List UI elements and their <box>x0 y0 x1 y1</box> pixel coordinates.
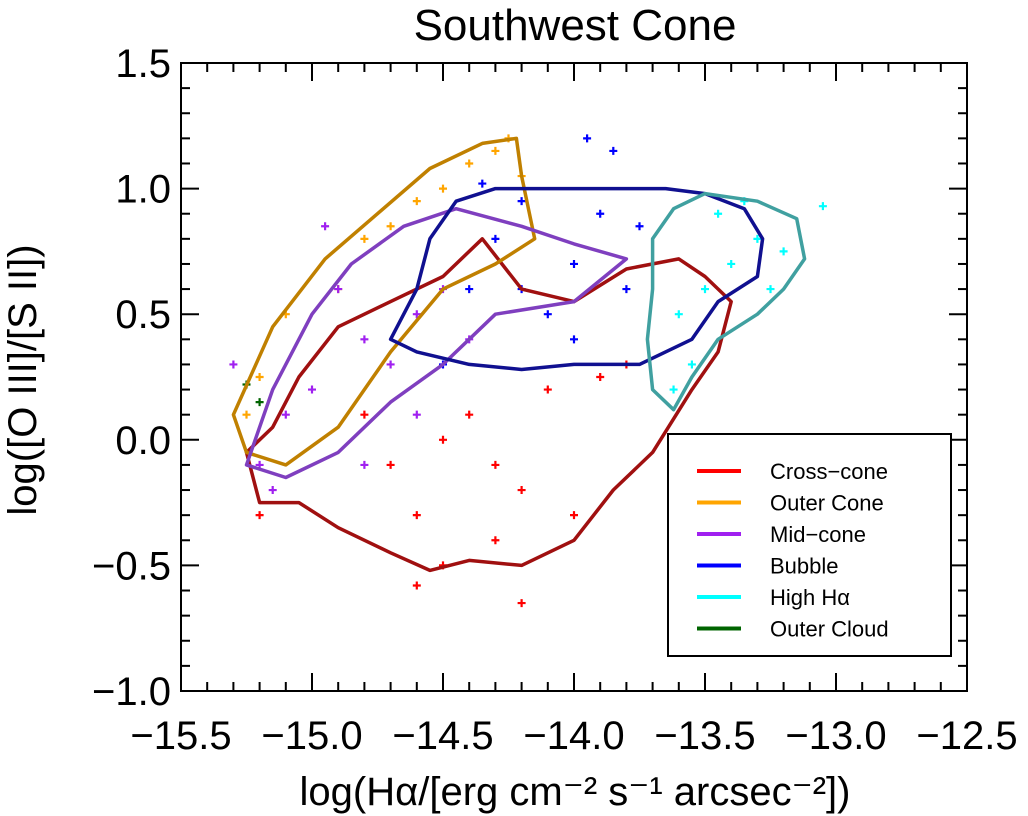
legend-label: Mid−cone <box>770 522 866 547</box>
chart-title: Southwest Cone <box>414 1 737 50</box>
series-points-4 <box>669 197 827 394</box>
data-point <box>491 234 500 243</box>
data-point <box>255 511 264 520</box>
y-tick-label: −0.5 <box>92 544 171 588</box>
y-tick-label: 0.5 <box>115 293 171 337</box>
data-point <box>491 536 500 545</box>
data-point <box>701 285 709 294</box>
data-point <box>465 159 474 168</box>
data-point <box>714 209 723 218</box>
series-contour-0 <box>244 237 733 573</box>
x-tick-label: −14.0 <box>523 714 624 758</box>
data-point <box>308 385 316 394</box>
legend-label: High Hα <box>770 585 850 610</box>
y-tick-label: 0.0 <box>115 419 171 463</box>
data-point <box>412 511 421 520</box>
data-point <box>491 146 500 155</box>
x-axis-label: log(Hα/[erg cm⁻² s⁻¹ arcsec⁻²]) <box>300 770 851 814</box>
data-points <box>229 134 827 608</box>
data-point <box>321 222 330 231</box>
data-point <box>412 410 421 419</box>
data-point <box>412 310 421 319</box>
legend: Cross−cone Outer Cone Mid−cone Bubble High H… <box>667 433 952 657</box>
y-tick-label: −1.0 <box>92 670 171 714</box>
legend-label: Outer Cloud <box>770 617 889 642</box>
y-axis-label: log([O III]/[S II]) <box>1 244 45 515</box>
y-tick-label: 1.5 <box>115 42 171 86</box>
data-point <box>491 460 500 469</box>
series-points-2 <box>229 222 474 495</box>
data-point <box>753 234 762 243</box>
data-point <box>674 310 683 319</box>
data-point <box>766 285 775 294</box>
data-point <box>334 285 343 294</box>
data-point <box>727 259 736 268</box>
data-point <box>439 184 447 193</box>
data-point <box>242 410 251 419</box>
series-points-1 <box>242 134 526 419</box>
series-contour-1 <box>231 136 537 467</box>
data-point <box>360 234 369 243</box>
data-point <box>517 197 526 206</box>
data-point <box>596 209 605 218</box>
series-contour-2 <box>244 206 629 480</box>
plot-axes: −15.5 −15.0 −14.5 −14.0 −13.5 −13.0 −12.5 −1.0 −… <box>92 42 1018 758</box>
data-point <box>635 222 644 231</box>
data-point <box>687 360 696 369</box>
data-point <box>609 146 618 155</box>
data-point <box>255 373 264 381</box>
series-contour-4 <box>645 191 807 412</box>
data-point <box>360 335 369 344</box>
x-tick-label: −15.0 <box>261 714 362 758</box>
data-point <box>517 486 526 495</box>
data-point <box>412 197 421 206</box>
legend-label: Cross−cone <box>770 459 888 484</box>
data-point <box>268 486 277 495</box>
x-tick-label: −12.5 <box>916 714 1017 758</box>
data-point <box>386 360 395 369</box>
data-point <box>386 222 395 231</box>
data-point <box>543 310 552 319</box>
data-point <box>570 259 578 268</box>
data-point <box>386 460 395 469</box>
data-point <box>570 511 578 520</box>
data-point <box>818 202 827 211</box>
data-point <box>255 398 264 407</box>
x-tick-label: −13.5 <box>654 714 755 758</box>
data-point <box>779 247 788 256</box>
data-point <box>570 335 578 344</box>
data-point <box>412 581 421 590</box>
data-point <box>439 435 447 444</box>
contour-lines <box>231 136 807 573</box>
x-tick-label: −14.5 <box>392 714 493 758</box>
series-points-0 <box>255 360 631 608</box>
data-point <box>465 410 474 419</box>
x-tick-label: −15.5 <box>130 714 231 758</box>
data-point <box>543 385 552 394</box>
data-point <box>229 360 238 369</box>
series-points-3 <box>439 134 644 369</box>
data-point <box>360 410 369 419</box>
x-tick-label: −13.0 <box>785 714 886 758</box>
data-point <box>583 134 592 143</box>
data-point <box>596 373 605 381</box>
data-point <box>281 410 290 419</box>
series-contour-3 <box>388 186 765 372</box>
data-point <box>669 385 678 394</box>
data-point <box>465 285 474 294</box>
data-point <box>622 285 631 294</box>
data-point <box>360 460 369 469</box>
legend-label: Bubble <box>770 554 839 579</box>
legend-label: Outer Cone <box>770 491 884 516</box>
y-tick-label: 1.0 <box>115 168 171 212</box>
data-point <box>478 179 487 188</box>
data-point <box>517 599 526 608</box>
